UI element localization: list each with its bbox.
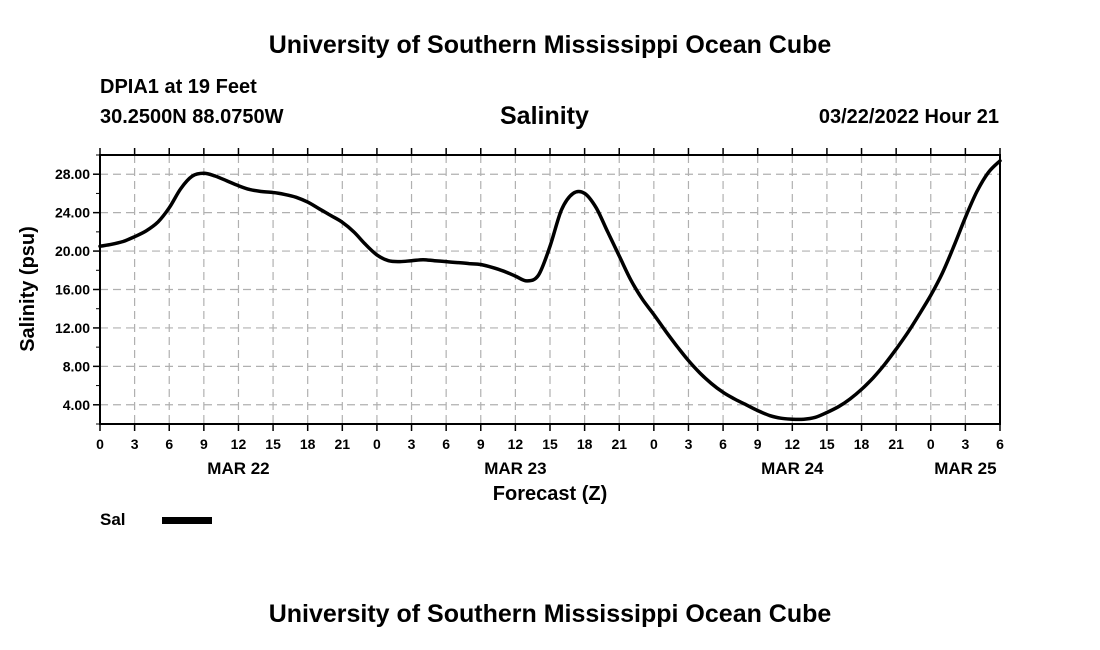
x-tick-label: 12 [231,436,247,452]
x-tick-label: 21 [611,436,627,452]
date-label: MAR 24 [761,459,824,478]
chart-title: Salinity [500,102,589,130]
series-line-sal [98,159,1002,422]
x-tick-label: 3 [685,436,693,452]
legend-swatch [162,517,212,524]
x-axis-ticks: 0 3 6 9 12 15 18 21 0 3 6 9 12 15 18 21 0 3 6 9 12 15 18 21 0 3 6 [96,148,1004,452]
x-tick-label: 18 [300,436,316,452]
x-tick-label: 6 [442,436,450,452]
footer-title: University of Southern Mississippi Ocean… [268,600,832,628]
y-tick-label: 16.00 [55,282,90,298]
x-tick-label: 0 [650,436,658,452]
date-labels: MAR 22 MAR 23 MAR 24 MAR 25 [207,459,996,478]
x-tick-label: 15 [542,436,558,452]
y-axis-ticks: 4.00 8.00 12.00 16.00 20.00 24.00 28.00 [55,154,100,425]
x-tick-label: 12 [508,436,524,452]
station-coordinates: 30.2500N 88.0750W [100,106,284,128]
x-tick-label: 6 [996,436,1004,452]
x-tick-label: 6 [165,436,173,452]
x-tick-label: 18 [577,436,593,452]
x-tick-label: 0 [96,436,104,452]
station-name: DPIA1 at 19 Feet [100,76,257,98]
x-tick-label: 18 [854,436,870,452]
x-tick-label: 0 [373,436,381,452]
x-tick-label: 3 [408,436,416,452]
x-tick-label: 6 [719,436,727,452]
x-tick-label: 15 [819,436,835,452]
legend-label: Sal [100,510,126,529]
x-tick-label: 0 [927,436,935,452]
x-tick-label: 15 [265,436,281,452]
x-tick-label: 9 [754,436,762,452]
forecast-datetime: 03/22/2022 Hour 21 [818,106,999,128]
grid-lines [100,155,1000,424]
y-tick-label: 12.00 [55,320,90,336]
x-tick-label: 21 [335,436,351,452]
x-tick-label: 9 [477,436,485,452]
y-tick-label: 28.00 [55,166,90,182]
x-tick-label: 3 [961,436,969,452]
date-label: MAR 25 [934,459,996,478]
y-tick-label: 20.00 [55,243,90,259]
x-tick-label: 21 [888,436,904,452]
x-tick-label: 3 [131,436,139,452]
y-tick-label: 8.00 [63,358,90,374]
date-label: MAR 23 [484,459,546,478]
date-label: MAR 22 [207,459,269,478]
page-title: University of Southern Mississippi Ocean… [268,31,832,59]
y-tick-label: 4.00 [63,397,90,413]
x-axis-label: Forecast (Z) [493,483,607,505]
x-tick-label: 9 [200,436,208,452]
y-tick-label: 24.00 [55,205,90,221]
y-axis-label: Salinity (psu) [17,226,39,352]
plot-frame [99,154,1001,425]
x-tick-label: 12 [785,436,801,452]
